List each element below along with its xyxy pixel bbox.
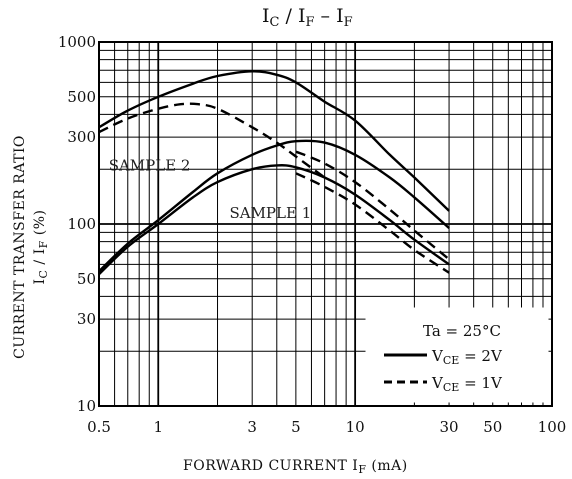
x-tick-label: 0.5 <box>87 418 111 436</box>
x-tick-label: 50 <box>483 418 502 436</box>
x-tick-label: 30 <box>440 418 459 436</box>
series-line-4-solid <box>98 164 450 276</box>
x-tick-label: 100 <box>538 418 567 436</box>
x-tick-label: 10 <box>346 418 365 436</box>
legend-label-dashed: VCE = 1V <box>431 374 503 394</box>
series-line-2-dashed <box>98 102 326 179</box>
y-tick-label: 50 <box>77 270 96 288</box>
legend-condition: Ta = 25°C <box>423 322 501 340</box>
series-line-1-solid <box>98 70 450 212</box>
y-axis-label-line1: CURRENT TRANSFER RATIO <box>12 135 28 359</box>
y-ticks: 10 30 50 100 300 500 1000 <box>58 33 96 415</box>
annotation-sample-1: SAMPLE 1 <box>229 204 311 222</box>
series-line-3-solid <box>98 139 450 273</box>
x-ticks: 0.5 1 3 5 10 30 50 100 <box>87 418 566 436</box>
y-tick-label: 10 <box>77 397 96 415</box>
series-line-5-dashed <box>295 150 450 261</box>
y-tick-label: 1000 <box>58 33 96 51</box>
x-tick-label: 3 <box>247 418 257 436</box>
legend: Ta = 25°C VCE = 2V VCE = 1V <box>365 307 549 403</box>
series-line-6-dashed <box>295 172 450 274</box>
x-axis-label: FORWARD CURRENT IF (mA) <box>183 458 408 476</box>
y-tick-label: 300 <box>67 128 96 146</box>
y-tick-label: 100 <box>67 215 96 233</box>
y-tick-label: 30 <box>77 310 96 328</box>
chart-title: IC / IF – IF <box>262 5 353 30</box>
y-tick-label: 500 <box>67 88 96 106</box>
plot-frame <box>98 41 553 407</box>
y-axis-label-line2: IC / IF (%) <box>32 210 50 285</box>
x-tick-label: 1 <box>153 418 163 436</box>
series-lines <box>98 70 450 276</box>
x-tick-label: 5 <box>291 418 301 436</box>
annotation-sample-2: SAMPLE 2 <box>109 156 191 174</box>
legend-label-solid: VCE = 2V <box>431 347 503 367</box>
